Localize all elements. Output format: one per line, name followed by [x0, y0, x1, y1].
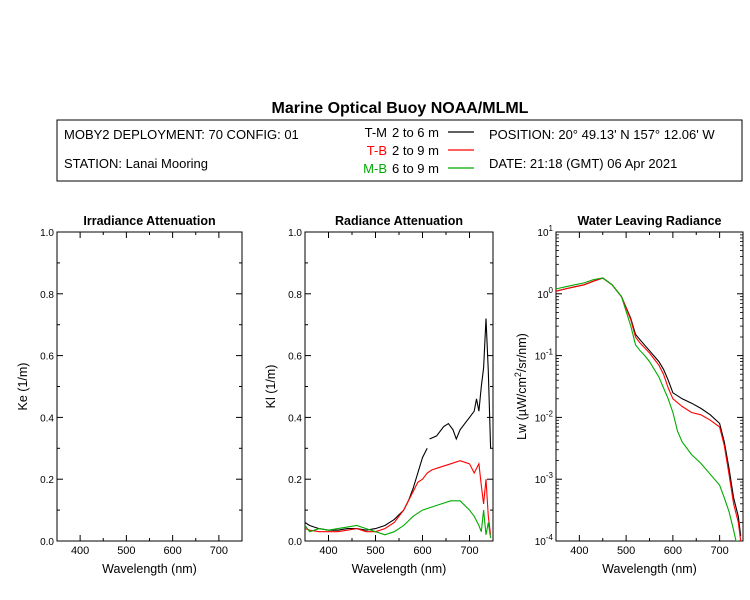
y-tick-label: 10-1 [535, 348, 554, 363]
legend-item-t-b: T-B 2 to 9 m [367, 143, 474, 158]
legend-item-t-m: T-M 2 to 6 m [365, 125, 474, 140]
y-tick-label: 0.4 [288, 413, 302, 424]
y-tick-label: 0.0 [288, 537, 302, 548]
y-tick-label: 0.4 [40, 413, 54, 424]
series-line-m-b [556, 277, 739, 541]
series-line-t-b [305, 460, 492, 535]
y-tick-label: 100 [537, 286, 553, 301]
plot-frame [304, 231, 494, 542]
x-axis-label: Wavelength (nm) [602, 562, 697, 576]
x-tick-label: 600 [664, 545, 682, 557]
legend: T-M 2 to 6 m T-B 2 to 9 m M-B 6 to 9 m [363, 125, 474, 176]
y-tick-label: 0.6 [40, 352, 54, 363]
series-line-m-b [305, 500, 492, 538]
y-tick-label: 0.6 [288, 352, 302, 363]
series-group [556, 277, 742, 541]
x-tick-label: 400 [570, 545, 588, 557]
series-line-t-m [556, 277, 742, 537]
y-tick-label: 1.0 [40, 228, 54, 239]
plot-frame [56, 231, 243, 542]
x-tick-label: 700 [710, 545, 728, 557]
legend-item-m-b: M-B 6 to 9 m [363, 161, 474, 176]
chart-water-leaving-radiance: Water Leaving Radiance 400 500 600 700 Wavele… [513, 214, 744, 576]
chart-irradiance-attenuation: Irradiance Attenuation 400 500 600 700 Wavele… [16, 214, 243, 576]
chart-title: Water Leaving Radiance [577, 214, 721, 228]
legend-range-t-m: 2 to 6 m [392, 125, 439, 140]
x-tick-label: 500 [617, 545, 635, 557]
series-line-t-m [305, 448, 428, 531]
x-tick-label: 600 [413, 545, 431, 557]
x-tick-label: 600 [163, 545, 181, 557]
y-axis-label: Ke (1/m) [16, 363, 30, 411]
x-tick-label: 400 [319, 545, 337, 557]
y-tick-label: 101 [537, 224, 553, 239]
y-tick-label: 10-4 [535, 533, 554, 548]
y-tick-label: 0.8 [40, 290, 54, 301]
x-tick-label: 400 [71, 545, 89, 557]
chart-radiance-attenuation: Radiance Attenuation 400 500 600 700 Waveleng… [264, 214, 494, 576]
y-tick-label: 10-3 [535, 471, 554, 486]
station-text: STATION: Lanai Mooring [64, 156, 208, 171]
y-tick-label: 0.0 [40, 537, 54, 548]
plot-frame [555, 231, 744, 542]
y-tick-label: 1.0 [288, 228, 302, 239]
series-group [305, 318, 492, 538]
position-text: POSITION: 20° 49.13' N 157° 12.06' W [489, 127, 715, 142]
x-axis-label: Wavelength (nm) [352, 562, 447, 576]
x-tick-label: 500 [117, 545, 135, 557]
y-axis-label: Lw (µW/cm2/sr/nm) [513, 333, 529, 440]
x-axis-label: Wavelength (nm) [102, 562, 197, 576]
date-text: DATE: 21:18 (GMT) 06 Apr 2021 [489, 156, 677, 171]
plots: Irradiance Attenuation 400 500 600 700 Wavele… [16, 214, 744, 576]
legend-code-m-b: M-B [363, 161, 387, 176]
y-tick-label: 0.8 [288, 290, 302, 301]
info-box: MOBY2 DEPLOYMENT: 70 CONFIG: 01 STATION:… [56, 119, 743, 182]
x-tick-label: 700 [210, 545, 228, 557]
y-tick-label: 0.2 [288, 475, 302, 486]
y-tick-label: 10-2 [535, 409, 554, 424]
y-axis-label: Kl (1/m) [264, 365, 278, 409]
chart-title: Irradiance Attenuation [83, 214, 215, 228]
legend-range-m-b: 6 to 9 m [392, 161, 439, 176]
series-line-t-m [429, 318, 492, 449]
chart-title: Radiance Attenuation [335, 214, 463, 228]
y-tick-label: 0.2 [40, 475, 54, 486]
legend-code-t-b: T-B [367, 143, 387, 158]
legend-range-t-b: 2 to 9 m [392, 143, 439, 158]
x-tick-label: 500 [366, 545, 384, 557]
series-line-t-b [556, 277, 742, 541]
figure-title: Marine Optical Buoy NOAA/MLML [272, 100, 529, 117]
legend-code-t-m: T-M [365, 125, 387, 140]
x-tick-label: 700 [460, 545, 478, 557]
info-box-border [56, 119, 743, 182]
deployment-text: MOBY2 DEPLOYMENT: 70 CONFIG: 01 [64, 127, 299, 142]
